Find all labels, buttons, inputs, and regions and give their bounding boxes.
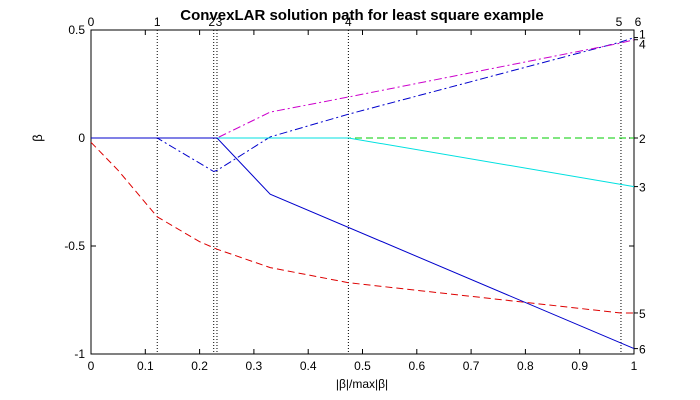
x-tick-label: 0.5: [354, 359, 371, 373]
series-line-6: [91, 137, 635, 350]
y-axis-label: β: [30, 134, 45, 141]
step-label: 2: [208, 15, 215, 29]
x-tick-label: 0.7: [463, 359, 480, 373]
series-end-label: 4: [639, 38, 646, 52]
x-tick-label: 0.8: [517, 359, 534, 373]
x-tick-label: 0.4: [300, 359, 317, 373]
chart-title: ConvexLAR solution path for least square…: [180, 7, 543, 24]
plot-area: 0 0.1 0.2 0.3 0.4 0.5 0.6 0.7 0.8 0.9 1-1-0.500.50…: [64, 15, 646, 373]
step-label: 1: [154, 15, 161, 29]
x-tick-label: 0: [88, 359, 95, 373]
series-end-label: 6: [639, 343, 646, 357]
step-label: 3: [216, 15, 223, 29]
x-tick-label: 0.9: [571, 359, 588, 373]
series-end-label: 5: [639, 307, 646, 321]
x-tick-label: 1: [631, 359, 638, 373]
step-label: 6: [635, 15, 642, 29]
x-tick-label: 0.1: [137, 359, 154, 373]
y-tick-label: 0.5: [68, 23, 85, 37]
series-line-5: [90, 141, 634, 314]
x-tick-label: 0.2: [191, 359, 208, 373]
step-label: 5: [616, 15, 623, 29]
series-end-label: 3: [639, 181, 646, 195]
x-tick-label: 0.6: [408, 359, 425, 373]
series-end-label: 1: [639, 28, 646, 42]
series-line-4: [91, 39, 635, 139]
step-label: 0: [88, 15, 95, 29]
x-tick-label: 0.3: [246, 359, 263, 373]
y-tick-label: 0: [78, 131, 85, 145]
y-tick-label: -0.5: [64, 239, 85, 253]
x-axis-label: |β|/max|β|: [336, 377, 388, 391]
step-label: 4: [345, 15, 352, 29]
series-end-label: 2: [639, 132, 646, 146]
y-tick-label: -1: [74, 347, 85, 361]
series-line-1: [91, 37, 635, 173]
